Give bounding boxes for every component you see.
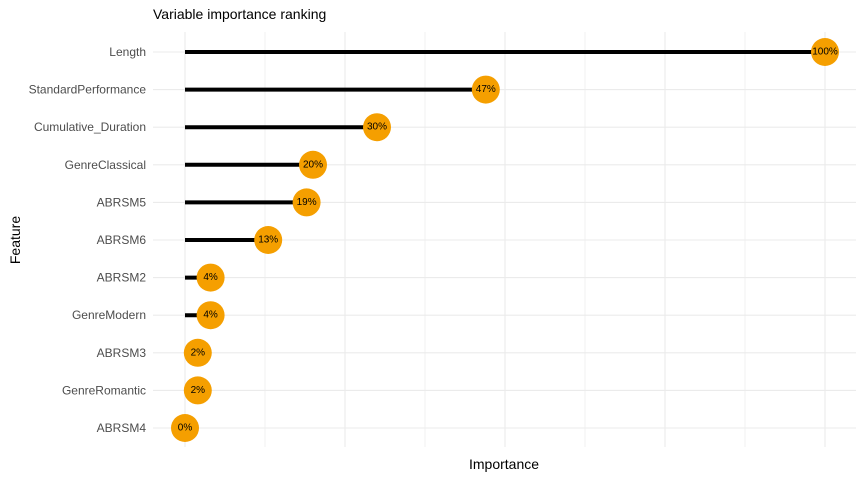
y-tick-label: Length xyxy=(109,45,146,59)
data-label: 2% xyxy=(191,385,206,396)
data-label: 47% xyxy=(476,84,496,95)
data-label: 4% xyxy=(203,310,218,321)
lollipop-point xyxy=(471,75,500,104)
y-tick-label: ABRSM6 xyxy=(97,233,147,247)
data-label: 4% xyxy=(203,272,218,283)
lollipop-point xyxy=(254,226,283,254)
y-tick-label: GenreClassical xyxy=(65,158,146,172)
lollipop-point xyxy=(299,150,327,179)
y-tick-label: ABRSM3 xyxy=(97,346,147,360)
y-tick-label: ABRSM2 xyxy=(97,271,147,285)
lollipop-point xyxy=(811,38,839,66)
lollipop-point xyxy=(183,376,212,405)
x-axis-title: Importance xyxy=(468,456,540,472)
data-label: 13% xyxy=(258,235,278,246)
data-label: 20% xyxy=(303,159,323,170)
data-label: 0% xyxy=(178,423,193,434)
data-label: 19% xyxy=(297,197,317,208)
chart-title: Variable importance ranking xyxy=(153,6,327,22)
y-tick-labels: Length StandardPerformance Cumulative_Dura… xyxy=(29,45,147,435)
lollipop-point xyxy=(363,113,391,142)
points: 100% 47% 30% 20% 19% 13% 4% 4% 2% 2% 0% xyxy=(171,38,839,442)
lollipop-point xyxy=(183,338,212,367)
data-label: 2% xyxy=(191,347,206,358)
y-tick-label: ABRSM5 xyxy=(97,195,147,209)
lollipop-point xyxy=(196,301,225,330)
y-tick-label: GenreRomantic xyxy=(62,383,146,397)
y-tick-label: GenreModern xyxy=(72,308,146,322)
y-axis-title: Feature xyxy=(7,215,23,265)
data-label: 100% xyxy=(812,47,838,58)
y-tick-label: StandardPerformance xyxy=(29,83,147,97)
lollipop-point xyxy=(171,414,199,442)
lollipop-point xyxy=(196,263,225,292)
data-label: 30% xyxy=(367,122,387,133)
y-tick-label: ABRSM4 xyxy=(97,421,147,435)
stems xyxy=(185,50,825,393)
y-tick-label: Cumulative_Duration xyxy=(34,120,146,134)
lollipop-point xyxy=(292,188,321,217)
